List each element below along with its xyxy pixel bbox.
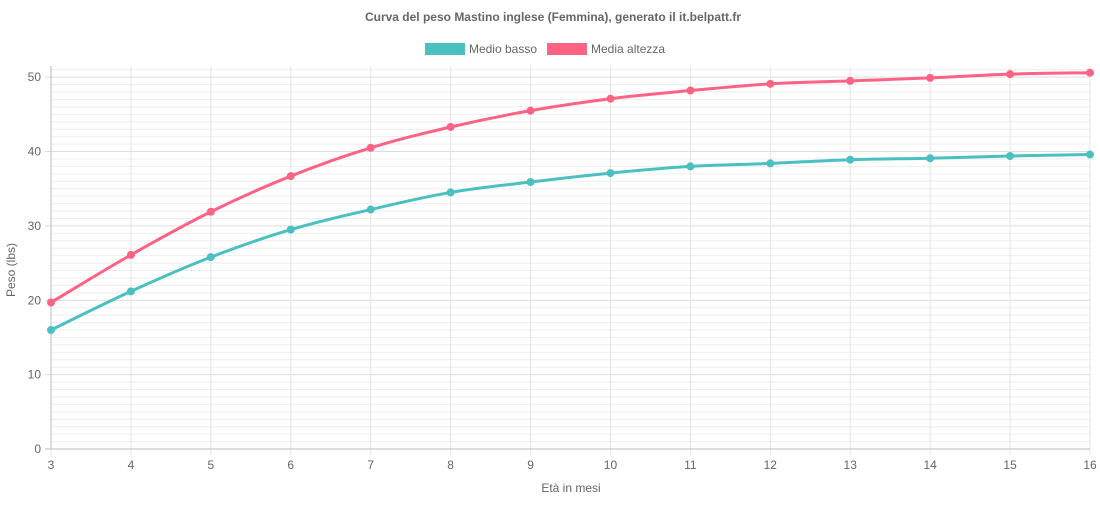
- y-tick-label: 10: [28, 368, 42, 382]
- data-point-media-altezza: [286, 172, 295, 181]
- y-tick-label: 0: [34, 442, 41, 456]
- x-tick-label: 7: [367, 458, 374, 472]
- data-point-media-altezza: [1086, 68, 1094, 77]
- data-point-media-altezza: [526, 106, 535, 115]
- data-point-medio-basso: [446, 188, 455, 197]
- data-point-media-altezza: [126, 250, 135, 259]
- data-point-media-altezza: [206, 207, 215, 216]
- data-point-medio-basso: [1086, 150, 1094, 159]
- chart-title: Curva del peso Mastino inglese (Femmina)…: [365, 10, 741, 24]
- x-tick-label: 6: [287, 458, 294, 472]
- x-tick-label: 9: [527, 458, 534, 472]
- x-tick-label: 16: [1083, 458, 1097, 472]
- x-axis-title: Età in mesi: [541, 481, 600, 495]
- legend-label-media-altezza: Media altezza: [591, 42, 665, 56]
- data-point-medio-basso: [286, 225, 295, 234]
- data-point-medio-basso: [206, 253, 215, 262]
- series-lines: [49, 71, 1092, 332]
- x-tick-label: 11: [684, 458, 697, 472]
- legend: Medio basso Media altezza: [424, 42, 665, 56]
- y-tick-label: 50: [28, 70, 42, 84]
- data-point-media-altezza: [686, 86, 695, 95]
- legend-label-medio-basso: Medio basso: [469, 42, 537, 56]
- data-point-media-altezza: [1006, 70, 1015, 79]
- y-tick-label: 20: [28, 293, 42, 307]
- data-point-media-altezza: [926, 73, 935, 82]
- y-axis-ticks: 0 10 20 30 40 50: [28, 70, 42, 456]
- data-point-media-altezza: [766, 79, 775, 88]
- data-point-medio-basso: [366, 205, 375, 214]
- legend-swatch-media-altezza: [547, 43, 587, 55]
- data-point-medio-basso: [766, 159, 775, 168]
- series-points: [47, 68, 1094, 335]
- y-tick-label: 30: [28, 219, 42, 233]
- x-tick-label: 12: [764, 458, 778, 472]
- data-point-medio-basso: [126, 287, 135, 296]
- data-point-media-altezza: [366, 143, 375, 152]
- data-point-media-altezza: [446, 122, 455, 131]
- x-tick-label: 8: [447, 458, 454, 472]
- data-point-media-altezza: [846, 76, 855, 85]
- y-tick-label: 40: [28, 145, 42, 159]
- x-tick-label: 13: [844, 458, 858, 472]
- x-tick-label: 5: [208, 458, 215, 472]
- y-axis-title: Peso (lbs): [4, 243, 18, 297]
- x-tick-label: 15: [1003, 458, 1017, 472]
- data-point-medio-basso: [1006, 151, 1015, 160]
- data-point-medio-basso: [686, 162, 695, 171]
- x-axis-ticks: 3 4 5 6 7 8 9 10 11 12 13 14 15 16: [48, 458, 1097, 472]
- x-tick-label: 3: [48, 458, 55, 472]
- data-point-media-altezza: [47, 298, 55, 307]
- x-tick-label: 4: [128, 458, 135, 472]
- data-point-medio-basso: [606, 169, 615, 178]
- data-point-medio-basso: [926, 154, 935, 163]
- x-tick-label: 14: [923, 458, 937, 472]
- legend-swatch-medio-basso: [424, 43, 465, 55]
- axes: [50, 66, 1090, 450]
- data-point-medio-basso: [47, 326, 55, 335]
- x-tick-label: 10: [604, 458, 618, 472]
- data-point-medio-basso: [846, 155, 855, 164]
- data-point-medio-basso: [526, 178, 535, 187]
- minor-gridlines: [51, 69, 1090, 443]
- data-point-media-altezza: [606, 94, 615, 103]
